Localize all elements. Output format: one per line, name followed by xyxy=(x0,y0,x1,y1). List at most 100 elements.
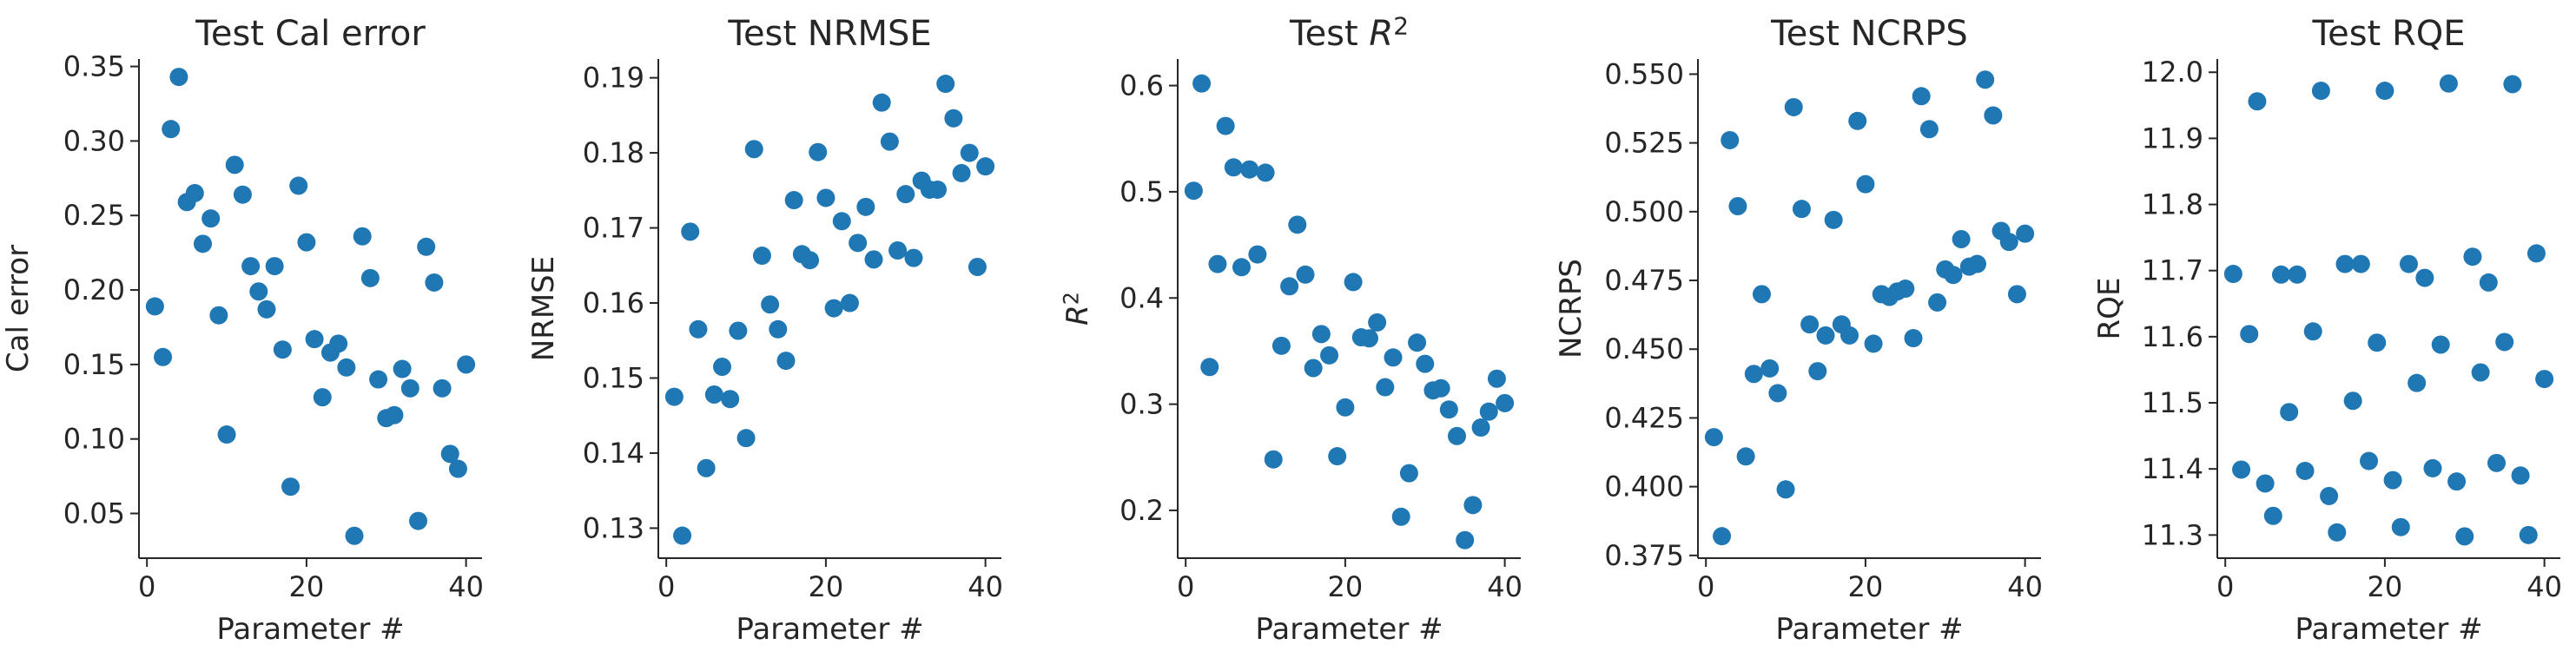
y-tick-label: 0.4 xyxy=(1120,281,1164,314)
data-point xyxy=(1256,163,1275,182)
data-point xyxy=(1208,254,1227,273)
y-tick-label: 0.475 xyxy=(1604,264,1684,297)
data-point xyxy=(329,334,348,353)
data-point xyxy=(1984,106,2003,125)
x-tick-label: 20 xyxy=(289,570,325,603)
data-point xyxy=(2423,458,2442,477)
data-point xyxy=(1776,480,1795,499)
data-point xyxy=(2383,470,2402,490)
data-point xyxy=(896,185,915,204)
x-tick-label: 0 xyxy=(138,570,155,603)
data-point xyxy=(297,233,316,252)
data-point xyxy=(1721,130,1740,149)
x-axis-label: Parameter # xyxy=(2295,612,2482,647)
x-tick-label: 40 xyxy=(2007,570,2043,603)
y-tick-label: 12.0 xyxy=(2142,56,2203,89)
y-tick-label: 0.05 xyxy=(63,497,125,530)
data-point xyxy=(145,297,164,316)
data-point xyxy=(1192,74,1212,93)
data-point xyxy=(1439,400,1458,419)
data-point xyxy=(1479,402,1498,421)
data-point xyxy=(2240,325,2259,344)
data-point xyxy=(864,250,883,269)
data-point xyxy=(313,388,332,407)
data-point xyxy=(952,163,971,182)
y-tick-label: 11.4 xyxy=(2142,452,2203,485)
data-point xyxy=(2526,244,2546,263)
x-tick-label: 40 xyxy=(1487,570,1522,603)
data-point xyxy=(1704,428,1723,447)
data-point xyxy=(2447,472,2467,491)
data-point xyxy=(1496,393,1515,412)
data-point xyxy=(809,142,828,161)
y-tick-label: 11.9 xyxy=(2142,122,2203,155)
x-tick-label: 20 xyxy=(2368,570,2403,603)
y-tick-label: 0.5 xyxy=(1120,175,1164,208)
data-point xyxy=(1784,97,1803,116)
data-point xyxy=(1896,280,1915,299)
data-point xyxy=(1248,245,1267,264)
data-point xyxy=(1376,378,1395,397)
data-point xyxy=(1399,464,1418,483)
data-point xyxy=(1344,273,1363,292)
subplot-4: Test NCRPS 0 20 40 0.375 0.400 0.425 0.450 0.475… xyxy=(1554,14,2043,647)
y-tick-label: 11.6 xyxy=(2142,320,2203,353)
data-point xyxy=(944,109,963,128)
data-point xyxy=(2439,74,2458,93)
x-tick-label: 20 xyxy=(809,570,844,603)
data-point xyxy=(1919,120,1939,139)
data-point xyxy=(185,183,204,202)
x-axis-label: Parameter # xyxy=(736,612,923,647)
y-axis-label: RQE xyxy=(2092,278,2127,340)
y-tick-label: 0.500 xyxy=(1604,195,1684,228)
y-axis-label: Cal error xyxy=(1,245,36,372)
data-point xyxy=(440,444,459,464)
data-point xyxy=(1968,254,1987,273)
data-point xyxy=(1359,329,1378,348)
data-point xyxy=(417,237,436,256)
y-tick-label: 0.35 xyxy=(63,50,125,83)
data-point xyxy=(968,258,987,277)
y-tick-label: 0.18 xyxy=(583,136,644,169)
subplot-3: Test R2 0 20 40 0.2 0.3 0.4 0.5 0.6 Parameter # R2 xyxy=(1059,11,1522,647)
data-point xyxy=(201,209,221,228)
data-point xyxy=(1752,285,1771,304)
data-point xyxy=(2455,527,2474,546)
data-point xyxy=(664,387,684,406)
data-point xyxy=(2248,92,2267,111)
data-point xyxy=(169,68,188,87)
y-tick-label: 11.3 xyxy=(2142,518,2203,551)
data-point xyxy=(1904,329,1923,348)
data-point xyxy=(1952,230,1971,249)
data-point xyxy=(265,257,284,276)
data-point xyxy=(2007,285,2026,304)
data-point xyxy=(360,268,380,287)
data-point xyxy=(729,321,748,340)
x-tick-label: 40 xyxy=(968,570,1003,603)
data-point xyxy=(162,120,181,139)
data-point xyxy=(849,234,868,253)
data-point xyxy=(345,526,364,545)
data-point xyxy=(241,257,261,276)
data-point xyxy=(936,75,955,94)
data-point xyxy=(1800,315,1820,334)
data-point xyxy=(281,477,301,497)
data-point xyxy=(1463,496,1483,515)
data-point xyxy=(1864,334,1883,353)
data-point xyxy=(400,378,419,398)
data-point xyxy=(673,526,692,545)
data-point xyxy=(1808,362,1827,381)
data-point xyxy=(2320,486,2339,505)
data-point xyxy=(233,185,252,204)
data-point xyxy=(1328,447,1347,466)
data-point xyxy=(1408,333,1427,352)
data-point xyxy=(1416,354,1435,373)
x-tick-label: 0 xyxy=(2216,570,2234,603)
y-tick-label: 0.10 xyxy=(63,423,125,456)
data-point xyxy=(769,319,788,339)
data-point xyxy=(744,140,763,159)
data-point xyxy=(1288,215,1307,234)
data-point xyxy=(2511,466,2530,485)
data-point xyxy=(1391,507,1410,526)
data-point xyxy=(2471,363,2490,382)
